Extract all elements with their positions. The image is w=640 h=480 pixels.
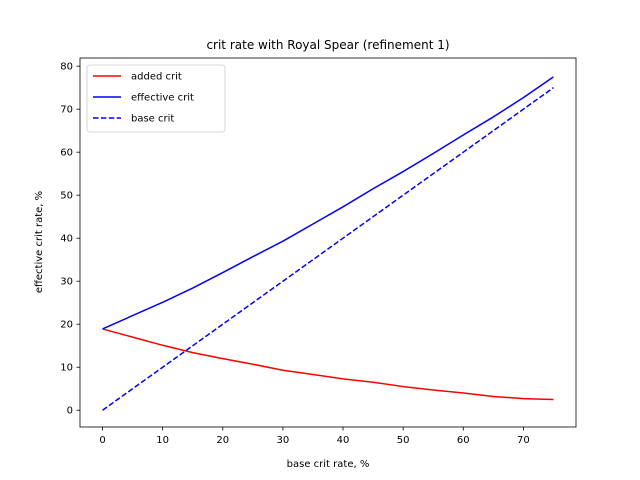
series-line-1 bbox=[102, 328, 554, 401]
x-tick-label: 40 bbox=[337, 435, 350, 446]
x-axis-label: base crit rate, % bbox=[287, 459, 370, 470]
y-tick-label: 30 bbox=[60, 277, 73, 288]
legend-label-3: base crit bbox=[131, 114, 174, 125]
legend-box bbox=[86, 64, 226, 133]
x-tick-label: 60 bbox=[457, 435, 470, 446]
series-line-2 bbox=[102, 76, 554, 330]
y-tick-label: 80 bbox=[60, 62, 73, 73]
x-tick-label: 0 bbox=[99, 435, 105, 446]
series-line-3 bbox=[102, 87, 554, 411]
y-axis-label: effective crit rate, % bbox=[34, 191, 45, 293]
x-tick-label: 50 bbox=[397, 435, 410, 446]
x-tick-label: 20 bbox=[216, 435, 229, 446]
chart-title: crit rate with Royal Spear (refinement 1… bbox=[206, 38, 449, 52]
plot-area: 0 10 20 30 40 50 60 70 0 10 20 30 40 50 60 70 80 bbox=[60, 57, 577, 446]
legend-label-1: added crit bbox=[131, 72, 182, 83]
y-tick-label: 0 bbox=[67, 406, 73, 417]
y-tick-label: 10 bbox=[60, 363, 73, 374]
y-tick-label: 40 bbox=[60, 234, 73, 245]
legend-label-2: effective crit bbox=[131, 93, 194, 104]
axes-frame bbox=[79, 57, 577, 428]
y-tick-label: 70 bbox=[60, 105, 73, 116]
x-tick-label: 10 bbox=[156, 435, 169, 446]
y-tick-label: 50 bbox=[60, 191, 73, 202]
y-tick-label: 20 bbox=[60, 320, 73, 331]
x-tick-label: 70 bbox=[517, 435, 530, 446]
y-tick-label: 60 bbox=[60, 148, 73, 159]
x-tick-label: 30 bbox=[277, 435, 290, 446]
legend: added crit effective crit base crit bbox=[86, 64, 226, 133]
